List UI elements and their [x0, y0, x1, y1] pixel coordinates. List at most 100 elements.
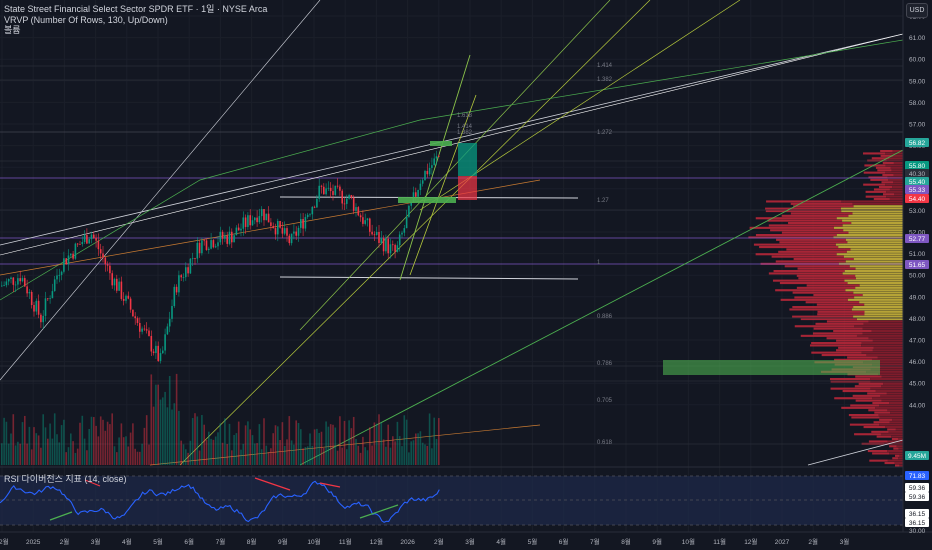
volume-bar: [355, 438, 357, 465]
fib-label: 1.272: [597, 130, 613, 136]
candle-body: [127, 295, 130, 299]
time-tick: 11월: [713, 537, 726, 546]
candle-body: [369, 218, 371, 232]
trend-line: [149, 424, 541, 466]
candle-body: [316, 198, 318, 208]
rsi-badges: 71.83 59.36 59.36 36.15 36.15: [905, 471, 929, 527]
vprofile-up: [850, 248, 903, 251]
vprofile-up: [889, 188, 903, 191]
vprofile-down: [800, 318, 857, 321]
vprofile-down: [790, 202, 853, 205]
volume-bar: [329, 424, 332, 465]
vprofile-down: [865, 195, 887, 198]
vprofile-up: [852, 202, 903, 205]
volume-bar: [375, 423, 378, 465]
time-tick: 10월: [682, 537, 695, 546]
vprofile-up: [880, 394, 903, 397]
vprofile-up: [843, 229, 903, 232]
vprofile-down: [877, 169, 892, 172]
volume-bar: [47, 438, 49, 465]
demand-zone[interactable]: [663, 360, 880, 375]
candle-body: [313, 206, 316, 208]
volume-bar: [373, 422, 376, 465]
long-position-tool[interactable]: [398, 141, 477, 203]
vprofile-up: [890, 411, 903, 414]
vprofile-up: [893, 181, 903, 184]
vprofile-down: [834, 397, 873, 400]
vprofile-down: [821, 354, 867, 357]
candle-body: [325, 188, 327, 195]
price-tick: 44.00: [909, 402, 926, 409]
symbol-title[interactable]: State Street Financial Select Sector SPD…: [4, 4, 268, 14]
volume-bar: [403, 415, 406, 465]
candle-body: [125, 295, 127, 301]
vprofile-down: [773, 270, 845, 273]
volume-bar: [359, 452, 362, 465]
volume-bar: [336, 450, 339, 465]
candle-body: [7, 279, 10, 282]
volume-bar: [56, 434, 58, 465]
rsi-badge: [905, 518, 929, 527]
volume-bar: [311, 445, 314, 465]
price-tick: 47.00: [909, 338, 926, 345]
candle-body: [129, 298, 132, 310]
trend-line: [0, 39, 904, 301]
candle-body: [421, 180, 424, 184]
price-badge: [905, 194, 929, 203]
vprofile-up: [890, 166, 903, 169]
currency-button[interactable]: USD: [906, 3, 928, 18]
vprofile-up: [889, 421, 903, 424]
vprofile-down: [779, 241, 848, 244]
candle-body: [336, 185, 339, 187]
volume-bar: [313, 429, 316, 465]
candle-body: [118, 281, 120, 291]
volume-bar: [217, 432, 219, 465]
time-tick: 9월: [278, 537, 288, 546]
vprofile-down: [869, 459, 888, 462]
volume-bar: [191, 418, 194, 465]
vprofile-down: [755, 217, 837, 220]
candle-body: [235, 227, 238, 236]
volume-bar: [132, 423, 134, 465]
candle-body: [12, 277, 15, 285]
vprofile-down: [854, 433, 881, 436]
volume-bar: [168, 376, 171, 465]
volume-bar: [93, 417, 95, 465]
volume-bar: [327, 426, 330, 465]
vprofile-up: [881, 399, 903, 402]
vprofile-up: [889, 452, 903, 455]
candle-body: [65, 258, 67, 265]
candle-body: [60, 271, 63, 275]
vprofile-up: [894, 462, 903, 465]
candle-body: [203, 240, 205, 242]
vprofile-down: [817, 313, 865, 316]
rsi-indicator-title[interactable]: RSI 다이버전스 지표 (14, close): [4, 474, 127, 484]
vprofile-up: [873, 346, 903, 349]
volume-bar: [405, 419, 408, 465]
time-tick: 2월: [60, 537, 70, 546]
volume-bar: [249, 429, 251, 465]
candle-body: [83, 234, 86, 243]
indicator-volume[interactable]: 볼륨: [4, 25, 21, 35]
candle-body: [134, 316, 136, 319]
vprofile-down: [768, 224, 843, 227]
volume-bar: [214, 436, 217, 465]
volume-bar: [26, 443, 28, 465]
candle-body: [1, 285, 3, 287]
volume-bar: [42, 414, 44, 465]
vprofile-up: [836, 253, 903, 256]
candle-body: [251, 220, 254, 226]
volume-bar: [125, 436, 127, 465]
candle-body: [323, 186, 325, 195]
candle-body: [28, 291, 31, 294]
vprofile-up: [898, 457, 903, 460]
candle-body: [10, 277, 12, 280]
volume-bar: [277, 426, 279, 465]
vprofile-up: [847, 241, 903, 244]
indicator-vrvp[interactable]: VRVP (Number Of Rows, 130, Up/Down): [4, 14, 168, 25]
candle-body: [162, 350, 164, 354]
candle-body: [171, 306, 173, 319]
time-tick: 2026: [400, 539, 415, 546]
